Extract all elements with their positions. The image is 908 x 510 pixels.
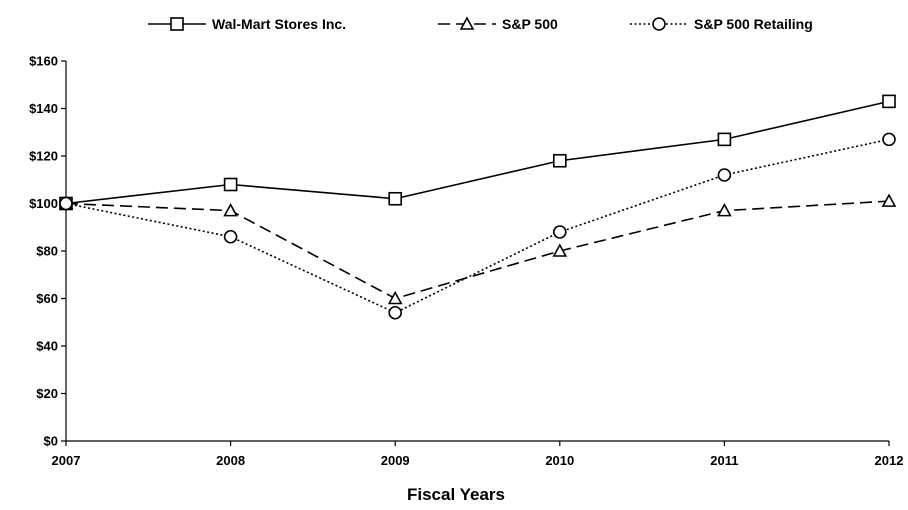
legend-item-square: Wal-Mart Stores Inc. bbox=[148, 16, 346, 32]
y-tick-label: $40 bbox=[36, 339, 58, 354]
x-tick-label: 2009 bbox=[381, 453, 410, 468]
data-point-triangle bbox=[881, 193, 897, 207]
y-tick-label: $60 bbox=[36, 291, 58, 306]
legend-label: S&P 500 bbox=[502, 16, 558, 32]
data-point-triangle bbox=[717, 202, 732, 217]
y-tick-label: $20 bbox=[36, 386, 58, 401]
legend-marker-circle bbox=[652, 17, 666, 31]
series-square bbox=[59, 94, 896, 211]
data-point-circle bbox=[59, 196, 73, 211]
series-line bbox=[65, 200, 890, 300]
legend-marker-square bbox=[170, 17, 184, 31]
data-point-circle bbox=[717, 168, 732, 182]
y-tick-label: $140 bbox=[29, 101, 58, 116]
data-point-circle bbox=[388, 305, 403, 320]
series-line bbox=[65, 100, 890, 205]
data-point-circle bbox=[223, 229, 238, 244]
data-point-square bbox=[717, 132, 732, 147]
legend-label: S&P 500 Retailing bbox=[694, 16, 813, 32]
x-axis: 2007 2008 2009 2010 2011 2012 bbox=[52, 440, 904, 468]
x-tick-label: 2008 bbox=[216, 453, 245, 468]
x-tick-label: 2011 bbox=[710, 453, 738, 468]
legend-item-triangle: S&P 500 bbox=[438, 16, 558, 32]
y-tick-label: $80 bbox=[36, 244, 58, 259]
data-point-circle bbox=[552, 225, 567, 239]
data-point-triangle bbox=[552, 243, 568, 257]
legend-label: Wal-Mart Stores Inc. bbox=[212, 16, 346, 32]
series-triangle bbox=[58, 193, 897, 305]
legend-item-circle: S&P 500 Retailing bbox=[630, 16, 813, 32]
data-point-square bbox=[552, 153, 567, 168]
series-line bbox=[65, 138, 890, 314]
legend-marker-triangle bbox=[459, 16, 475, 30]
data-point-square bbox=[388, 191, 403, 206]
x-axis-title: Fiscal Years bbox=[407, 485, 505, 504]
data-point-square bbox=[882, 94, 896, 109]
data-point-triangle bbox=[223, 202, 238, 217]
series-layer bbox=[58, 94, 897, 320]
y-tick-label: $100 bbox=[29, 196, 58, 211]
y-tick-label: $160 bbox=[29, 54, 58, 69]
x-tick-label: 2010 bbox=[545, 453, 574, 468]
data-point-triangle bbox=[387, 290, 403, 305]
x-tick-label: 2007 bbox=[52, 453, 81, 468]
y-axis: $0 $20 $40 $60 $80 $100 $120 $140 $160 bbox=[29, 54, 67, 449]
data-point-circle bbox=[882, 132, 896, 147]
series-circle bbox=[59, 132, 896, 320]
data-point-square bbox=[223, 177, 238, 192]
y-tick-label: $0 bbox=[44, 434, 58, 449]
x-tick-label: 2012 bbox=[875, 453, 904, 468]
legend: Wal-Mart Stores Inc. S&P 500 S&P 500 Retai… bbox=[148, 16, 813, 32]
y-tick-label: $120 bbox=[29, 149, 58, 164]
